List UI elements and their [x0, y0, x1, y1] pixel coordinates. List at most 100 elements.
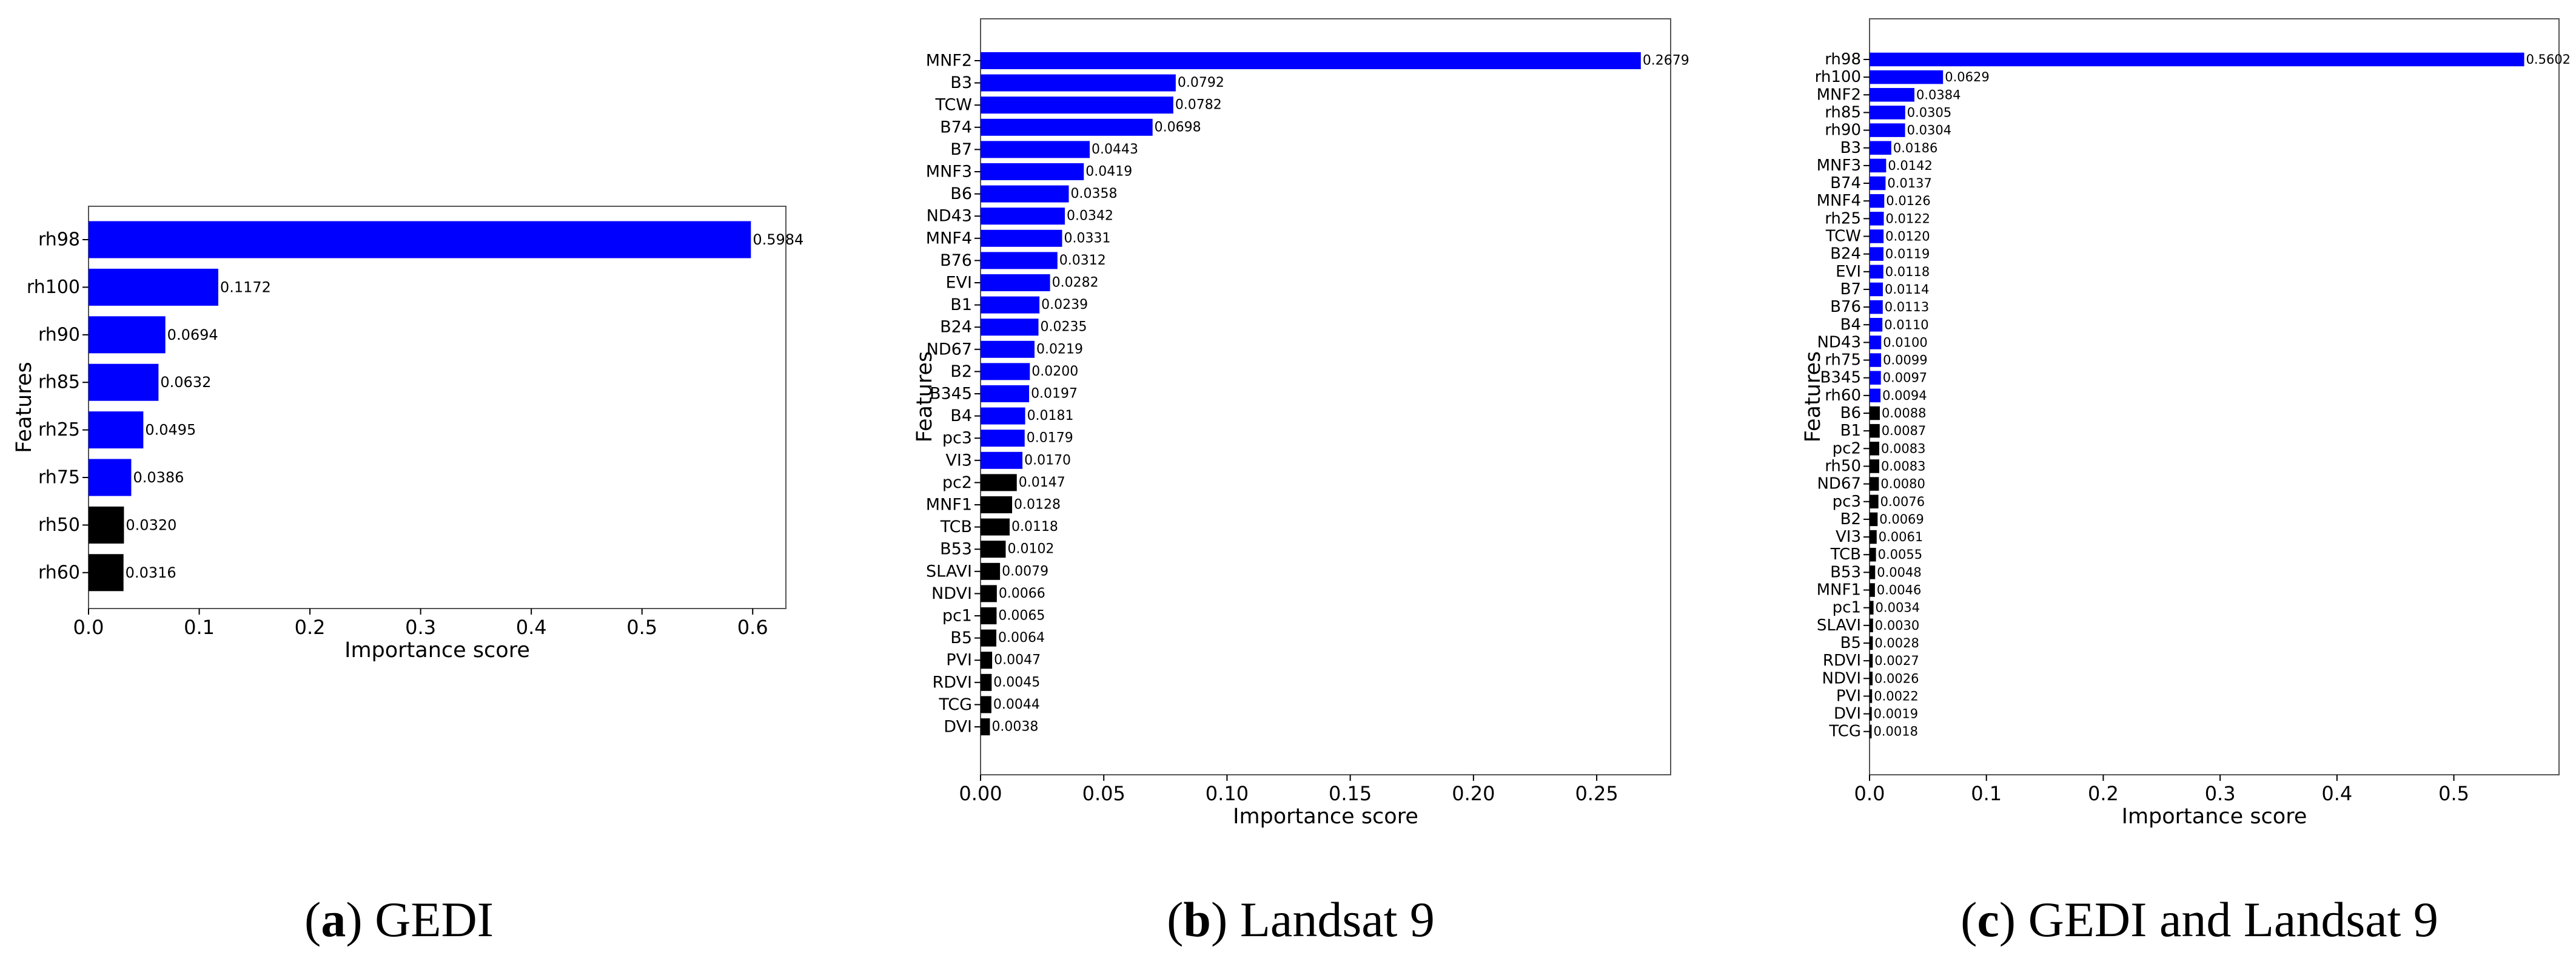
- caption-letter: b: [1183, 892, 1211, 947]
- bar-rh60: [89, 554, 124, 592]
- x-tick-label: 0.0: [73, 616, 104, 639]
- x-axis-title: Importance score: [1233, 805, 1418, 829]
- bar-MNF1: [1870, 583, 1875, 597]
- y-tick-label-rh75: rh75: [1825, 351, 1861, 369]
- y-tick-label-SLAVI: SLAVI: [926, 562, 972, 581]
- bar-NDVI: [981, 585, 997, 602]
- y-tick-label-B2: B2: [950, 362, 972, 381]
- bar-pc3: [1870, 494, 1879, 508]
- caption-paren-close: ): [1999, 892, 2028, 947]
- bar-DVI: [981, 718, 990, 735]
- y-tick-label-MNF4: MNF4: [1817, 192, 1861, 210]
- x-tick-label: 0.4: [2321, 782, 2352, 805]
- y-tick-label-B7: B7: [1840, 280, 1861, 299]
- value-label-B74: 0.0698: [1155, 120, 1201, 135]
- value-label-SLAVI: 0.0079: [1002, 564, 1048, 579]
- bar-pc2: [1870, 442, 1879, 456]
- y-tick-label-B74: B74: [1830, 174, 1861, 192]
- x-tick-label: 0.4: [516, 616, 547, 639]
- bar-rh75: [89, 459, 132, 496]
- value-label-pc2: 0.0147: [1019, 475, 1065, 490]
- x-tick-label: 0.05: [1082, 782, 1125, 805]
- x-axis-title: Importance score: [344, 638, 530, 663]
- y-axis-title: Features: [12, 362, 36, 453]
- y-tick-label-B345: B345: [1820, 369, 1861, 387]
- y-tick-label-rh90: rh90: [1825, 121, 1861, 140]
- y-tick-label-RDVI: RDVI: [932, 673, 972, 692]
- x-tick-label: 0.1: [1971, 782, 2002, 805]
- x-tick-label: 0.25: [1575, 782, 1618, 805]
- bar-B24: [981, 319, 1039, 336]
- y-tick-label-B5: B5: [950, 629, 972, 647]
- y-tick-label-rh100: rh100: [27, 277, 80, 298]
- y-tick-label-MNF3: MNF3: [926, 163, 972, 181]
- bar-rh85: [89, 363, 159, 401]
- y-tick-label-SLAVI: SLAVI: [1817, 616, 1861, 635]
- value-label-pc2: 0.0083: [1881, 441, 1925, 456]
- bar-SLAVI: [1870, 618, 1873, 633]
- value-label-rh50: 0.0320: [126, 516, 176, 533]
- bar-B76: [1870, 300, 1883, 314]
- caption-paren-open: (: [1961, 892, 1977, 947]
- y-tick-label-B74: B74: [940, 118, 972, 137]
- value-label-ND43: 0.0342: [1067, 209, 1113, 224]
- bar-ND67: [981, 340, 1035, 358]
- value-label-PVI: 0.0047: [994, 653, 1041, 668]
- y-tick-label-B4: B4: [950, 406, 972, 425]
- value-label-B74: 0.0137: [1887, 176, 1931, 191]
- value-label-rh100: 0.1172: [220, 278, 271, 295]
- x-tick-label: 0.20: [1452, 782, 1495, 805]
- bar-PVI: [981, 652, 993, 669]
- bar-B24: [1870, 247, 1883, 261]
- bar-MNF2: [981, 52, 1641, 69]
- value-label-EVI: 0.0118: [1885, 265, 1930, 279]
- value-label-B5: 0.0028: [1874, 636, 1919, 650]
- bar-rh98: [89, 221, 751, 258]
- bar-TCG: [1870, 724, 1872, 738]
- bar-ND67: [1870, 477, 1879, 491]
- bar-ND43: [1870, 336, 1882, 349]
- x-tick-label: 0.6: [737, 616, 768, 639]
- value-label-rh85: 0.0305: [1907, 105, 1951, 120]
- bar-VI3: [1870, 530, 1877, 544]
- bar-MNF4: [981, 229, 1062, 247]
- value-label-rh100: 0.0629: [1945, 70, 1989, 84]
- y-tick-label-ND67: ND67: [927, 340, 972, 359]
- y-axis-title: Features: [1801, 351, 1825, 443]
- y-tick-label-B1: B1: [950, 295, 972, 314]
- value-label-rh50: 0.0083: [1881, 459, 1925, 473]
- bar-pc1: [981, 607, 997, 624]
- value-label-NDVI: 0.0026: [1874, 671, 1919, 686]
- y-tick-label-rh60: rh60: [1825, 386, 1861, 405]
- y-tick-label-B1: B1: [1840, 422, 1861, 440]
- y-tick-label-B7: B7: [950, 140, 972, 159]
- y-tick-label-pc3: pc3: [942, 429, 972, 448]
- bar-TCW: [981, 96, 1173, 114]
- y-tick-label-EVI: EVI: [1836, 263, 1861, 281]
- y-tick-label-rh90: rh90: [38, 324, 80, 345]
- bar-pc1: [1870, 601, 1874, 615]
- plot-frame: [1869, 18, 2560, 775]
- bar-TCW: [1870, 229, 1884, 243]
- bar-B1: [1870, 423, 1880, 438]
- value-label-TCW: 0.0120: [1885, 229, 1930, 244]
- bar-B5: [981, 629, 997, 647]
- y-tick-label-EVI: EVI: [946, 274, 973, 292]
- y-tick-label-rh85: rh85: [38, 372, 80, 393]
- y-tick-label-B3: B3: [950, 73, 972, 92]
- bar-rh100: [89, 268, 218, 306]
- bar-B1: [981, 296, 1040, 314]
- caption-paren-open: (: [1167, 892, 1183, 947]
- value-label-rh60: 0.0094: [1882, 388, 1927, 403]
- y-tick-label-B345: B345: [930, 385, 972, 403]
- value-label-MNF1: 0.0128: [1014, 498, 1061, 513]
- x-axis-title: Importance score: [2122, 805, 2307, 829]
- value-label-DVI: 0.0019: [1874, 707, 1918, 721]
- value-label-TCB: 0.0118: [1011, 519, 1058, 535]
- bar-RDVI: [1870, 653, 1873, 668]
- value-label-MNF3: 0.0419: [1085, 164, 1132, 180]
- value-label-B2: 0.0069: [1879, 512, 1924, 527]
- value-label-B6: 0.0088: [1882, 406, 1926, 420]
- caption-text: GEDI: [375, 892, 494, 947]
- bar-B5: [1870, 636, 1873, 650]
